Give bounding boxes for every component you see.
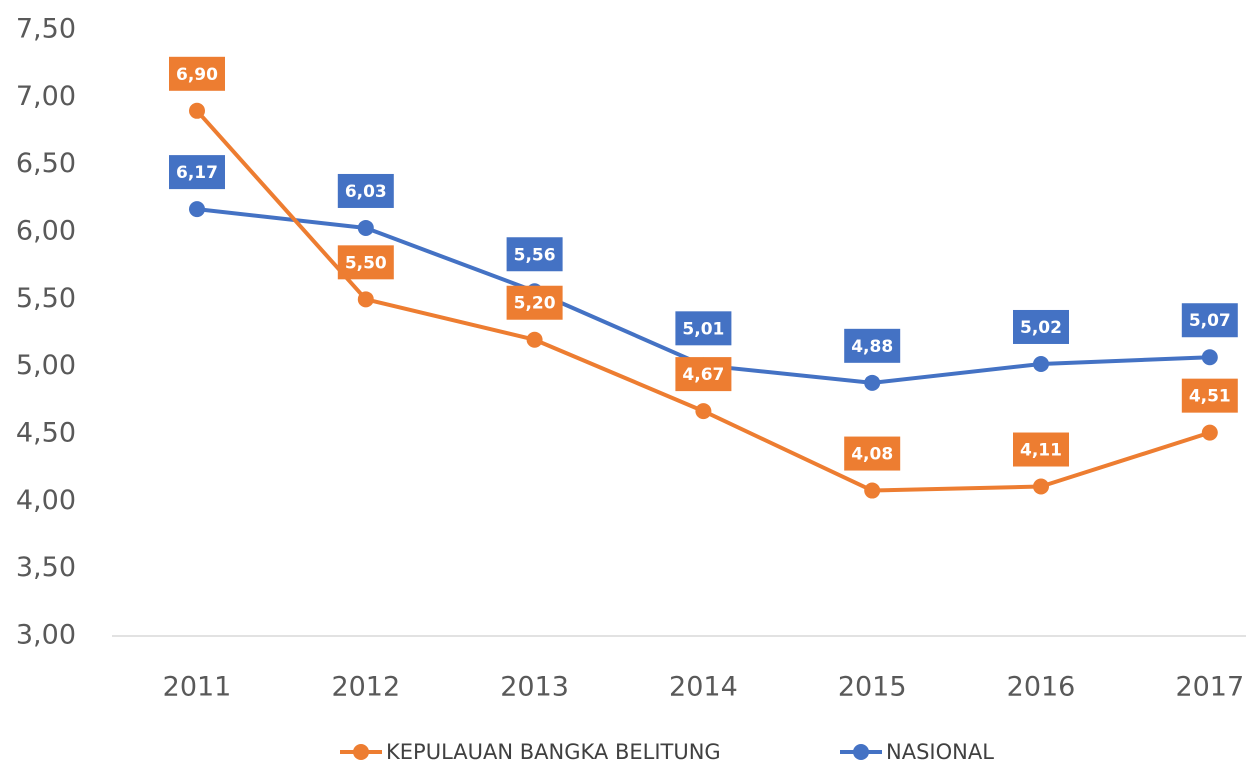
value-label: 4,67 (682, 365, 724, 385)
data-point (357, 219, 374, 236)
x-tick-label: 2014 (669, 672, 738, 703)
data-point (1201, 349, 1218, 366)
y-tick-label: 4,00 (16, 485, 76, 516)
x-tick-label: 2013 (500, 672, 569, 703)
y-tick-label: 5,00 (16, 350, 76, 381)
value-label: 6,90 (176, 65, 218, 85)
value-label: 5,50 (345, 253, 387, 273)
value-label-box (337, 245, 394, 280)
value-label: 4,88 (851, 337, 893, 357)
y-tick-label: 5,50 (16, 283, 76, 314)
data-point (357, 291, 374, 308)
value-label-box (506, 285, 563, 320)
y-tick-label: 7,00 (16, 81, 76, 112)
data-point (864, 482, 881, 499)
value-label-box (844, 436, 901, 471)
value-label-box (506, 237, 563, 272)
value-label: 5,56 (514, 245, 556, 265)
x-tick-label: 2017 (1175, 672, 1244, 703)
data-point (189, 102, 205, 119)
value-label: 4,08 (851, 445, 893, 465)
value-label-box (1013, 432, 1069, 467)
value-label-box (337, 173, 394, 208)
value-label: 5,01 (682, 319, 724, 339)
data-point (864, 374, 881, 391)
value-label: 5,02 (1020, 318, 1062, 338)
x-tick-label: 2015 (838, 672, 907, 703)
value-label-box (169, 56, 225, 91)
value-label-box (675, 357, 732, 392)
y-tick-label: 3,00 (16, 620, 76, 651)
data-point (189, 201, 205, 218)
y-tick-label: 6,50 (16, 148, 76, 179)
value-label-box (844, 328, 901, 363)
value-label: 5,07 (1189, 311, 1231, 331)
value-label-box (1013, 309, 1069, 344)
value-label-box (169, 155, 225, 190)
value-label: 6,17 (176, 163, 218, 183)
value-label: 4,51 (1189, 387, 1231, 407)
legend-marker (353, 744, 369, 760)
y-tick-label: 7,50 (16, 14, 76, 45)
value-label-box (1181, 303, 1238, 338)
legend-label: NASIONAL (886, 740, 994, 764)
legend-label: KEPULAUAN BANGKA BELITUNG (386, 740, 721, 764)
series-line (196, 207, 1210, 385)
y-tick-label: 6,00 (16, 216, 76, 247)
x-tick-label: 2011 (163, 672, 232, 703)
data-point (1033, 478, 1049, 495)
data-point (695, 403, 712, 420)
data-point (1201, 424, 1218, 441)
data-point (526, 331, 543, 348)
value-label-box (675, 311, 732, 346)
value-label: 5,20 (514, 294, 556, 314)
value-label-box (1181, 378, 1238, 413)
x-tick-label: 2012 (331, 672, 400, 703)
y-tick-label: 3,50 (16, 552, 76, 583)
value-label: 6,03 (345, 182, 387, 202)
value-label: 4,11 (1020, 441, 1062, 461)
x-tick-label: 2016 (1007, 672, 1076, 703)
y-tick-label: 4,50 (16, 418, 76, 449)
data-point (1033, 355, 1049, 372)
legend-marker (853, 744, 869, 760)
